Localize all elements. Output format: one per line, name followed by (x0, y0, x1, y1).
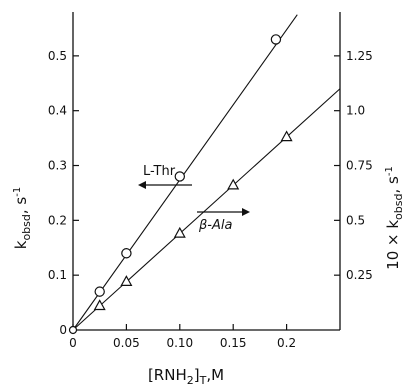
y-left-tick-label: 0.4 (48, 104, 67, 118)
annotation-l-thr-arrowhead (138, 181, 146, 189)
data-markers (68, 34, 293, 335)
annotation-l-thr-label: L-Thr (143, 164, 176, 179)
fit-line (72, 88, 341, 331)
y-left-axis-ticks: 0 0.1 0.2 0.3 0.4 0.5 (48, 49, 79, 337)
annotation-b-ala-label: β-Ala (198, 218, 232, 233)
circle-marker (270, 34, 282, 45)
x-tick-label: 0.15 (220, 336, 247, 350)
y-right-tick-label: 0.5 (346, 213, 365, 227)
annotation-b-ala-arrowhead (242, 208, 250, 216)
y-left-tick-label: 0.1 (48, 268, 67, 282)
y-right-tick-label: 0.25 (346, 268, 373, 282)
x-axis-ticks: 0 0.05 0.10 0.15 0.2 (69, 324, 296, 350)
y-left-tick-label: 0.3 (48, 159, 67, 173)
y-right-axis-title: 10 × kobsd, s-1 (384, 166, 405, 270)
y-left-tick-label: 0 (59, 323, 67, 337)
plot-frame (72, 12, 341, 331)
y-left-tick-label: 0.5 (48, 49, 67, 63)
circle-marker (121, 248, 132, 259)
x-axis-title: [RNH2]T,M (148, 366, 224, 386)
circle-marker (174, 171, 185, 182)
triangle-marker (227, 178, 240, 190)
y-left-axis-title: kobsd, s-1 (12, 187, 33, 249)
y-left-tick-label: 0.2 (48, 213, 67, 227)
x-tick-label: 0.10 (166, 336, 193, 350)
triangle-marker (93, 299, 106, 311)
fit-lines (72, 14, 341, 331)
triangle-marker (280, 130, 293, 142)
x-tick-label: 0.05 (113, 336, 140, 350)
triangle-marker (173, 226, 186, 238)
x-tick-label: 0 (69, 336, 77, 350)
circle-marker (94, 286, 105, 297)
y-right-tick-label: 1.25 (346, 49, 373, 63)
origin-marker (68, 325, 78, 335)
x-tick-label: 0.2 (277, 336, 296, 350)
fit-line (72, 14, 298, 331)
series-annotations: L-Thr β-Ala (138, 164, 250, 233)
y-right-axis-ticks: 0.25 0.5 0.75 1.0 1.25 (334, 49, 373, 282)
triangle-marker (120, 275, 133, 286)
y-right-tick-label: 0.75 (346, 159, 373, 173)
y-right-tick-label: 1.0 (346, 104, 365, 118)
